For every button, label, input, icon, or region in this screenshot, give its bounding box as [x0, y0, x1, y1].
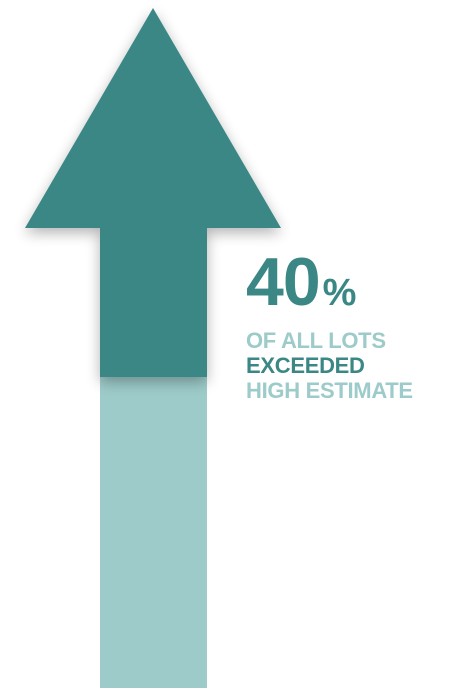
arrow-head-dark [25, 8, 281, 377]
arrow-shaft-light [100, 376, 207, 688]
stat-block: 40 % OF ALL LOTS EXCEEDED HIGH ESTIMATE [246, 248, 456, 403]
stat-caption-line-2: EXCEEDED [246, 353, 365, 378]
stat-caption-line-3: HIGH ESTIMATE [246, 378, 413, 403]
stat-value: 40 [246, 244, 321, 320]
stat-percentage: 40 % [246, 248, 456, 316]
stat-unit: % [322, 272, 357, 314]
stat-caption-line-1: OF ALL LOTS [246, 328, 386, 353]
